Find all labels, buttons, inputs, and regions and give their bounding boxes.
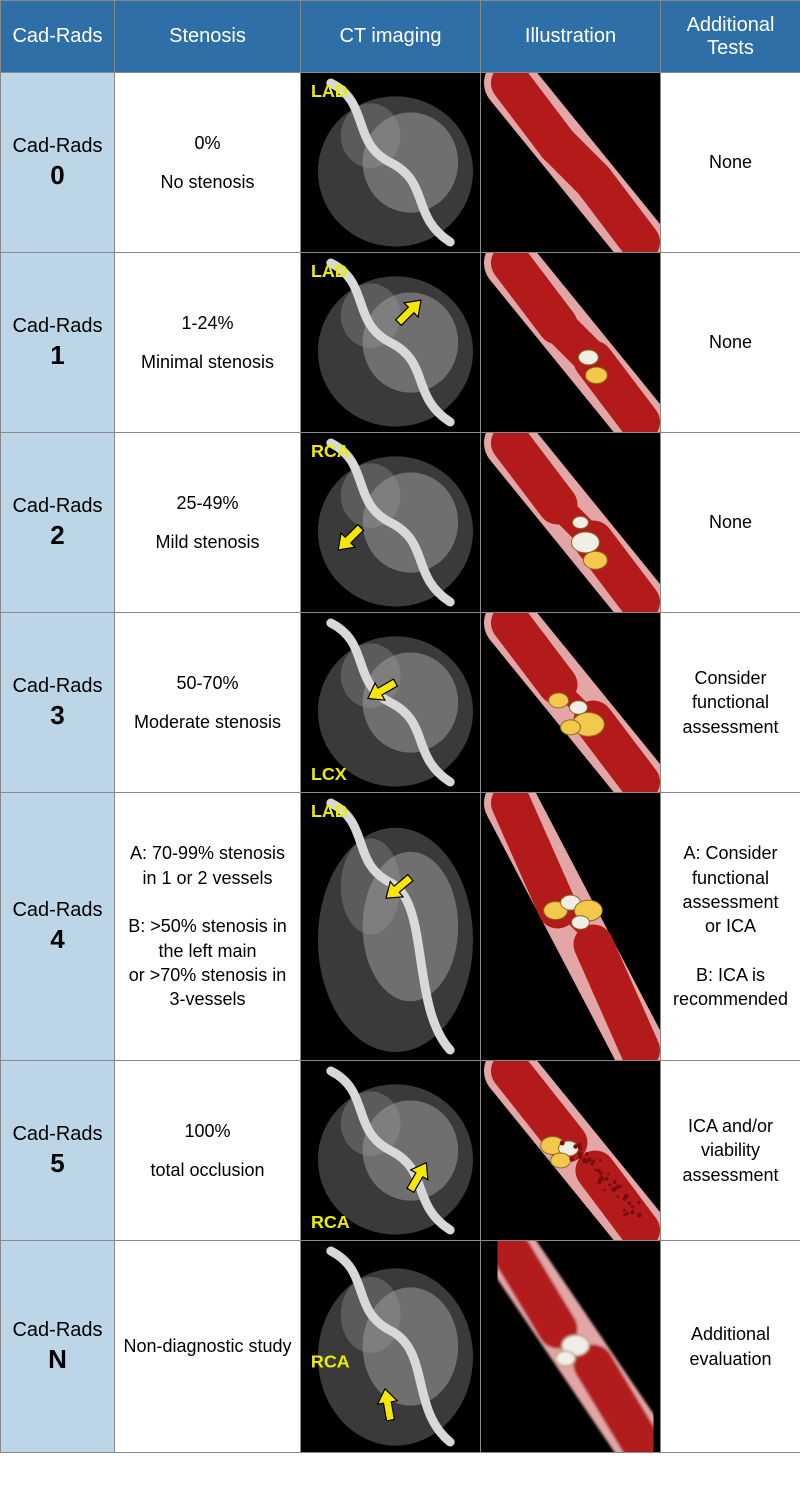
stenosis-line: the left main <box>119 939 296 963</box>
stenosis-desc: total occlusion <box>119 1158 296 1182</box>
header-stenosis: Stenosis <box>115 1 301 73</box>
tests-text: ICA and/or viability assessment <box>665 1114 796 1187</box>
stenosis-pct: 100% <box>119 1119 296 1143</box>
header-row: Cad-Rads Stenosis CT imaging Illustratio… <box>1 1 800 73</box>
stenosis-cell: 25-49% Mild stenosis <box>115 433 301 613</box>
tests-cell: ICA and/or viability assessment <box>661 1061 800 1241</box>
svg-text:RCA: RCA <box>311 1352 350 1372</box>
stenosis-line: A: 70-99% stenosis <box>119 841 296 865</box>
stenosis-pct: 50-70% <box>119 671 296 695</box>
tests-cell: Additional evaluation <box>661 1241 800 1453</box>
cat-num: 4 <box>5 924 110 955</box>
cat-label: Cad-Rads <box>12 315 102 337</box>
ct-image-cell: LAD <box>301 73 481 253</box>
header-cadrads: Cad-Rads <box>1 1 115 73</box>
stenosis-cell: 1-24% Minimal stenosis <box>115 253 301 433</box>
table-row: Cad-Rads 0 0% No stenosis LAD None <box>1 73 800 253</box>
ct-image-cell: RCA <box>301 1241 481 1453</box>
stenosis-line: or >70% stenosis in <box>119 963 296 987</box>
tests-text: Consider functional assessment <box>665 666 796 739</box>
svg-text:LAD: LAD <box>311 801 348 821</box>
stenosis-desc: Mild stenosis <box>119 530 296 554</box>
cat-num: 0 <box>5 160 110 191</box>
ct-image-cell: RCA <box>301 1061 481 1241</box>
tests-cell: None <box>661 253 800 433</box>
tests-line: B: ICA is <box>665 963 796 987</box>
tests-line: functional <box>665 866 796 890</box>
illustration-cell <box>481 1241 661 1453</box>
tests-line: A: Consider <box>665 841 796 865</box>
cat-label: Cad-Rads <box>12 675 102 697</box>
tests-cell: A: Considerfunctionalassessmentor ICA B: … <box>661 793 800 1061</box>
header-tests: Additional Tests <box>661 1 800 73</box>
stenosis-text: Non-diagnostic study <box>119 1334 296 1358</box>
tests-text: Additional evaluation <box>665 1322 796 1371</box>
cat-label: Cad-Rads <box>12 135 102 157</box>
cadrads-table: Cad-Rads Stenosis CT imaging Illustratio… <box>0 0 800 1453</box>
cat-num: N <box>5 1344 110 1375</box>
header-illustration: Illustration <box>481 1 661 73</box>
illustration-cell <box>481 793 661 1061</box>
stenosis-line: B: >50% stenosis in <box>119 914 296 938</box>
category-cell: Cad-Rads 0 <box>1 73 115 253</box>
svg-text:RCA: RCA <box>311 441 350 461</box>
illustration-cell <box>481 1061 661 1241</box>
table-row: Cad-Rads4A: 70-99% stenosisin 1 or 2 ves… <box>1 793 800 1061</box>
category-cell: Cad-Rads 4 <box>1 793 115 1061</box>
ct-image-cell: RCA <box>301 433 481 613</box>
ct-image-cell: LCX <box>301 613 481 793</box>
svg-text:RCA: RCA <box>311 1212 350 1232</box>
category-cell: Cad-Rads 3 <box>1 613 115 793</box>
stenosis-desc: Moderate stenosis <box>119 710 296 734</box>
stenosis-desc: No stenosis <box>119 170 296 194</box>
tests-line: or ICA <box>665 914 796 938</box>
tests-text: None <box>665 150 796 174</box>
cat-num: 3 <box>5 700 110 731</box>
illustration-cell <box>481 613 661 793</box>
category-cell: Cad-Rads N <box>1 1241 115 1453</box>
stenosis-pct: 25-49% <box>119 491 296 515</box>
stenosis-cell: 0% No stenosis <box>115 73 301 253</box>
illustration-cell <box>481 73 661 253</box>
table-row: Cad-Rads 3 50-70% Moderate stenosis LCX Con… <box>1 613 800 793</box>
stenosis-line: in 1 or 2 vessels <box>119 866 296 890</box>
tests-cell: Consider functional assessment <box>661 613 800 793</box>
category-cell: Cad-Rads 5 <box>1 1061 115 1241</box>
stenosis-cell: Non-diagnostic study <box>115 1241 301 1453</box>
stenosis-cell: 100% total occlusion <box>115 1061 301 1241</box>
header-ct: CT imaging <box>301 1 481 73</box>
tests-line: recommended <box>665 987 796 1011</box>
tests-text: None <box>665 510 796 534</box>
table-row: Cad-Rads 1 1-24% Minimal stenosis LAD None <box>1 253 800 433</box>
cat-num: 2 <box>5 520 110 551</box>
tests-line: assessment <box>665 890 796 914</box>
illustration-cell <box>481 433 661 613</box>
cat-num: 5 <box>5 1148 110 1179</box>
table-row: Cad-Rads 5 100% total occlusion RCA ICA and… <box>1 1061 800 1241</box>
svg-text:LCX: LCX <box>311 764 347 784</box>
cat-label: Cad-Rads <box>12 899 102 921</box>
ct-image-cell: LAD <box>301 253 481 433</box>
stenosis-line: 3-vessels <box>119 987 296 1011</box>
stenosis-pct: 1-24% <box>119 311 296 335</box>
category-cell: Cad-Rads 2 <box>1 433 115 613</box>
tests-text: None <box>665 330 796 354</box>
cat-label: Cad-Rads <box>12 1123 102 1145</box>
tests-cell: None <box>661 433 800 613</box>
illustration-cell <box>481 253 661 433</box>
cat-num: 1 <box>5 340 110 371</box>
table-row: Cad-Rads N Non-diagnostic study RCA Additi… <box>1 1241 800 1453</box>
stenosis-cell: A: 70-99% stenosisin 1 or 2 vessels B: >5… <box>115 793 301 1061</box>
svg-text:LAD: LAD <box>311 81 348 101</box>
category-cell: Cad-Rads 1 <box>1 253 115 433</box>
table-row: Cad-Rads 2 25-49% Mild stenosis RCA None <box>1 433 800 613</box>
stenosis-desc: Minimal stenosis <box>119 350 296 374</box>
tests-cell: None <box>661 73 800 253</box>
ct-image-cell: LAD <box>301 793 481 1061</box>
stenosis-pct: 0% <box>119 131 296 155</box>
cat-label: Cad-Rads <box>12 495 102 517</box>
stenosis-cell: 50-70% Moderate stenosis <box>115 613 301 793</box>
cat-label: Cad-Rads <box>12 1319 102 1341</box>
svg-text:LAD: LAD <box>311 261 348 281</box>
